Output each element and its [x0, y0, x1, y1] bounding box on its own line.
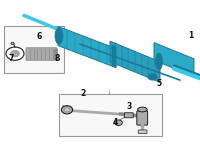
Ellipse shape — [156, 53, 162, 70]
Circle shape — [11, 50, 19, 57]
Bar — [59, 94, 162, 136]
Text: 1: 1 — [188, 31, 194, 40]
Circle shape — [61, 106, 73, 114]
Ellipse shape — [138, 107, 147, 112]
Circle shape — [148, 74, 157, 80]
Text: 8: 8 — [54, 54, 60, 63]
Text: 7: 7 — [8, 54, 14, 63]
Circle shape — [11, 42, 14, 45]
Polygon shape — [58, 26, 116, 68]
Ellipse shape — [55, 28, 63, 44]
Polygon shape — [112, 46, 116, 68]
Circle shape — [64, 108, 70, 112]
Polygon shape — [110, 41, 160, 82]
FancyBboxPatch shape — [138, 130, 147, 133]
Circle shape — [6, 47, 24, 60]
FancyBboxPatch shape — [137, 111, 148, 125]
Text: 4: 4 — [112, 118, 118, 127]
Bar — [4, 26, 64, 73]
FancyBboxPatch shape — [124, 113, 133, 118]
Text: 6: 6 — [36, 31, 42, 41]
Text: 5: 5 — [156, 78, 162, 88]
Text: 3: 3 — [126, 102, 132, 111]
FancyBboxPatch shape — [26, 48, 57, 60]
Bar — [54, 49, 57, 59]
Circle shape — [115, 120, 122, 126]
Text: 2: 2 — [80, 89, 86, 98]
Polygon shape — [154, 43, 194, 76]
